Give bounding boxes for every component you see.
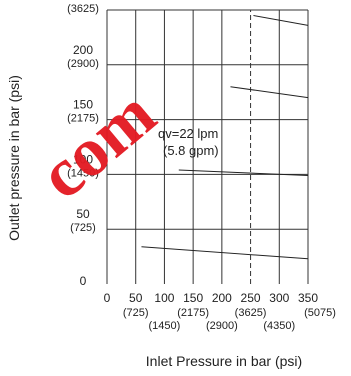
x-axis-title: Inlet Pressure in bar (psi): [146, 353, 302, 369]
x-tick-label-100: 100: [154, 291, 174, 305]
y-tick-label-0: 0: [80, 274, 87, 288]
y-tick-sublabel-250: (3625): [67, 3, 99, 15]
x-tick-label-50: 50: [129, 291, 143, 305]
y-tick-sublabel-100: (1450): [67, 167, 99, 179]
y-tick-sublabel-150: (2175): [67, 113, 99, 125]
grid: [106, 9, 309, 284]
x-tick-sublabel-150: (2175): [177, 307, 209, 319]
series-line-3: [230, 86, 309, 99]
series-line-1: [141, 246, 309, 260]
x-tick-sublabel-250: (3625): [235, 307, 267, 319]
x-tick-label-250: 250: [241, 291, 261, 305]
series-line-2: [178, 169, 309, 176]
y-tick-labels: 0 50(725) 100(1450) 150(2175) 200(2900) 250(3…: [67, 0, 99, 288]
series-layer: [141, 14, 309, 260]
y-tick-label-50: 50: [76, 207, 90, 221]
x-tick-label-200: 200: [212, 291, 232, 305]
x-tick-label-300: 300: [269, 291, 289, 305]
x-tick-sublabel-350: (5075): [304, 307, 336, 319]
watermark-logo: com: [25, 75, 170, 214]
y-axis-title: Outlet pressure in bar (psi): [6, 75, 22, 241]
series-line-4: [253, 14, 309, 26]
x-tick-label-350: 350: [298, 291, 318, 305]
y-tick-label-150: 150: [73, 98, 93, 112]
x-tick-labels: 0 50 (725) 100 (1450) 150 (2175)200 (2900) 250 (3…: [104, 291, 336, 332]
annotation-flow-rate-gpm: (5.8 gpm): [163, 143, 219, 158]
x-tick-sublabel-50: (725): [123, 307, 149, 319]
x-tick-label-0: 0: [104, 291, 111, 305]
x-tick-sublabel-300: (4350): [263, 320, 295, 332]
y-tick-label-100: 100: [73, 152, 93, 166]
x-tick-label-150: 150: [183, 291, 203, 305]
y-tick-label-200: 200: [73, 43, 93, 57]
y-tick-sublabel-200: (2900): [67, 58, 99, 70]
y-tick-label-250: 250: [73, 0, 93, 2]
y-tick-sublabel-50: (725): [70, 222, 96, 234]
annotation-flow-rate: qv=22 lpm: [158, 126, 218, 141]
x-tick-sublabel-100: (1450): [149, 320, 181, 332]
x-tick-sublabel-200: (2900): [206, 320, 238, 332]
